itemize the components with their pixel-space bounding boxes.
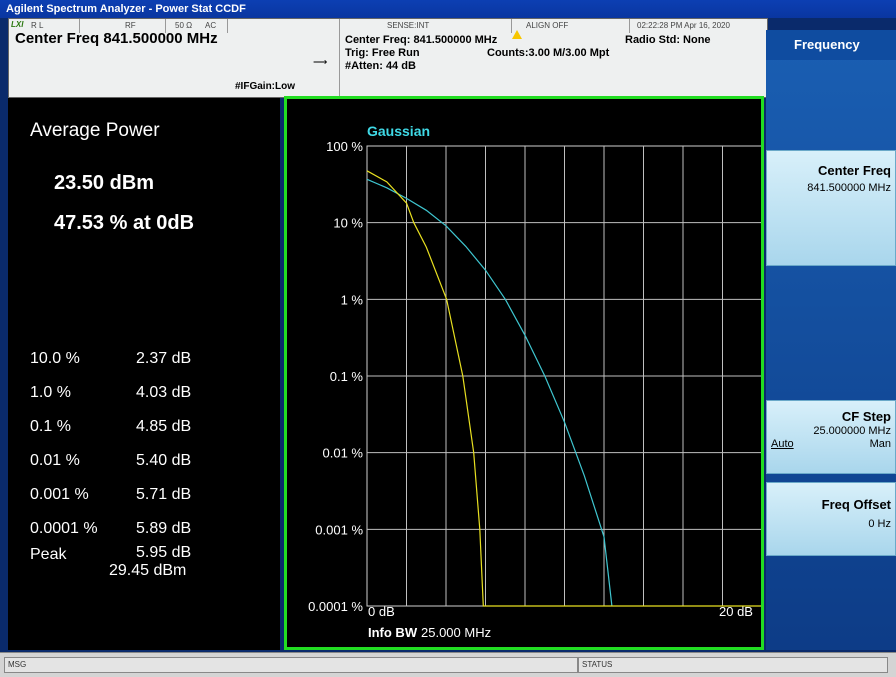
ccdf-graph-panel: 100 % 10 % 1 % 0.1 % 0.01 % 0.001 % 0.0001 % G… [284, 96, 764, 650]
peak-label: Peak [30, 546, 67, 563]
center-freq-title[interactable]: Center Freq 841.500000 MHz [15, 30, 218, 47]
status-field[interactable]: STATUS [578, 657, 888, 673]
x-max-label: 20 dB [719, 604, 753, 619]
lxi-logo: LXI [11, 20, 24, 29]
ccdf-row-db: 4.85 dB [136, 418, 192, 435]
y-tick-label: 100 % [326, 139, 363, 154]
peak-db: 5.95 dB [136, 544, 192, 561]
y-tick-label: 0.001 % [315, 522, 363, 537]
y-tick-label: 0.01 % [323, 446, 364, 461]
ifgain-indicator: #IFGain:Low [235, 81, 295, 92]
y-tick-label: 0.1 % [330, 369, 364, 384]
ccdf-row-pct: 10.0 % [30, 350, 80, 367]
cf-step-auto: Auto [771, 438, 794, 450]
measurement-header: LXI R L RF 50 Ω AC SENSE:INT ALIGN OFF 0… [8, 18, 768, 99]
ccdf-row-db: 2.37 dB [136, 350, 192, 367]
msg-field[interactable]: MSG [4, 657, 578, 673]
cf-step-man: Man [869, 438, 891, 450]
y-tick-label: 1 % [341, 292, 364, 307]
measured-trace [366, 170, 761, 607]
ccdf-row-db: 4.03 dB [136, 384, 192, 401]
counts-indicator: Counts:3.00 M/3.00 Mpt [487, 47, 610, 59]
warning-icon [512, 30, 522, 39]
softkey-menu: Frequency Center Freq 841.500000 MHz CF … [766, 30, 896, 650]
ccdf-row-db: 5.89 dB [136, 520, 192, 537]
ccdf-row-db: 5.71 dB [136, 486, 192, 503]
ccdf-row-pct: 0.0001 % [30, 520, 98, 537]
cf-step-label: CF Step [841, 409, 891, 424]
rf-indicator: RF [125, 21, 136, 30]
peak-dbm: 29.45 dBm [109, 562, 187, 579]
ccdf-row-pct: 0.001 % [30, 486, 89, 503]
ccdf-row-pct: 1.0 % [30, 384, 71, 401]
freq-offset-label: Freq Offset [821, 497, 891, 512]
ccdf-row-pct: 0.1 % [30, 418, 71, 435]
pct-at-0db: 47.53 % at 0dB [54, 212, 195, 234]
info-bw-value: 25.000 MHz [421, 625, 492, 640]
center-freq-line: Center Freq: 841.500000 MHz [345, 34, 498, 46]
radio-std: Radio Std: None [625, 34, 711, 46]
freq-offset-value: 0 Hz [868, 518, 891, 530]
freq-offset-softkey[interactable]: Freq Offset 0 Hz [766, 482, 896, 556]
window-title: Agilent Spectrum Analyzer - Power Stat C… [0, 0, 896, 18]
softkey-menu-title: Frequency [766, 30, 896, 60]
ccdf-row-db: 5.40 dB [136, 452, 192, 469]
x-min-label: 0 dB [368, 604, 395, 619]
cf-step-softkey[interactable]: CF Step 25.000000 MHz Auto Man [766, 400, 896, 474]
ccdf-row-pct: 0.01 % [30, 452, 80, 469]
y-tick-label: 10 % [333, 216, 363, 231]
attenuation: #Atten: 44 dB [345, 60, 416, 72]
gaussian-trace [366, 178, 613, 607]
center-freq-softkey[interactable]: Center Freq 841.500000 MHz [766, 150, 896, 266]
avg-power-label: Average Power [30, 120, 160, 141]
results-panel: Average Power 23.50 dBm 47.53 % at 0dB 1… [8, 98, 280, 650]
rl-indicator: R L [31, 21, 44, 30]
center-freq-softkey-value: 841.500000 MHz [807, 182, 891, 194]
sense-indicator: SENSE:INT [387, 21, 430, 30]
status-bar: MSG STATUS [0, 652, 896, 677]
info-bw-label: Info BW [368, 625, 418, 640]
align-indicator: ALIGN OFF [526, 21, 569, 30]
ccdf-chart: 100 % 10 % 1 % 0.1 % 0.01 % 0.001 % 0.0001 % [308, 139, 761, 614]
trigger-mode: Trig: Free Run [345, 47, 420, 59]
avg-power-value: 23.50 dBm [54, 172, 155, 194]
impedance-indicator: 50 Ω [175, 21, 193, 30]
y-tick-label: 0.0001 % [308, 599, 363, 614]
trigger-arrow-icon: ⟶ [313, 57, 328, 68]
coupling-indicator: AC [205, 21, 217, 30]
cf-step-value: 25.000000 MHz [813, 425, 891, 437]
center-freq-softkey-label: Center Freq [818, 163, 891, 178]
gaussian-legend: Gaussian [367, 123, 431, 139]
timestamp: 02:22:28 PM Apr 16, 2020 [637, 21, 730, 30]
